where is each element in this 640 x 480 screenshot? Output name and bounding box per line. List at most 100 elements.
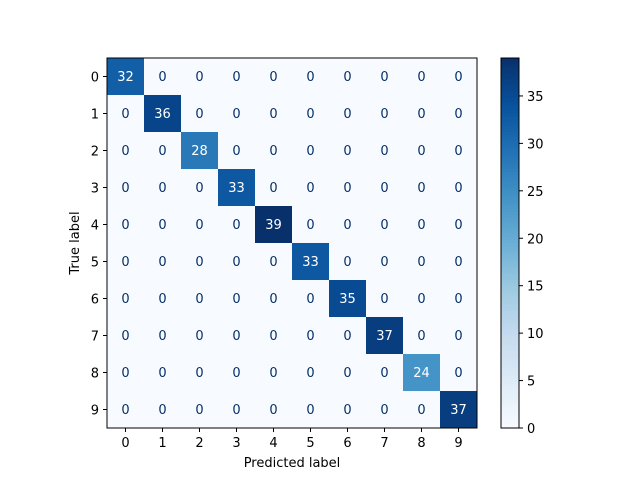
- colorbar-segment: [501, 406, 519, 411]
- colorbar-segment: [501, 135, 519, 139]
- colorbar-segment: [501, 317, 519, 321]
- colorbar-segment: [501, 369, 519, 374]
- heatmap-cell: [107, 280, 145, 318]
- cell-value-label: 0: [269, 181, 277, 196]
- heatmap-cell: [440, 317, 478, 355]
- heatmap-cell: [292, 58, 330, 96]
- heatmap-cell: [403, 354, 441, 392]
- x-axis-ticks: 0 1 2 3 4 5 6 7 8 9: [121, 428, 463, 451]
- colorbar-segment: [501, 165, 519, 170]
- cell-value-label: 0: [121, 181, 129, 196]
- cell-value-label: 0: [343, 70, 351, 85]
- cell-value-label: 0: [121, 366, 129, 381]
- heatmap-cell: [218, 169, 256, 207]
- colorbar-segment: [501, 258, 519, 263]
- cell-value-label: 0: [121, 292, 129, 307]
- colorbar-segment: [501, 218, 519, 223]
- colorbar-segment: [501, 409, 519, 414]
- heatmap-cell: [329, 243, 367, 281]
- heatmap-cell: [181, 169, 219, 207]
- colorbar-segment: [501, 310, 519, 315]
- cell-value-label: 0: [121, 218, 129, 233]
- colorbar-segment: [501, 175, 519, 179]
- cell-value-label: 0: [380, 255, 388, 270]
- heatmap-cell: [329, 95, 367, 133]
- heatmap-cell: [144, 280, 182, 318]
- colorbar-segment: [501, 95, 519, 99]
- heatmap-cell: [292, 206, 330, 244]
- colorbar-segment: [501, 215, 519, 219]
- cell-value-label: 0: [269, 144, 277, 159]
- colorbar-segment: [501, 357, 519, 361]
- colorbar-segment: [501, 270, 519, 275]
- colorbar-segment: [501, 132, 519, 136]
- colorbar-segment: [501, 209, 519, 213]
- colorbar-segment: [501, 110, 519, 115]
- cell-value-label: 0: [417, 70, 425, 85]
- cell-value-label: 0: [232, 70, 240, 85]
- colorbar-segment: [501, 335, 519, 340]
- heatmap-cell: [329, 391, 367, 429]
- cell-value-label: 0: [158, 292, 166, 307]
- heatmap-cell: [107, 243, 145, 281]
- y-tick-label: 3: [91, 182, 99, 197]
- colorbar-tick-label: 30: [527, 137, 544, 152]
- colorbar-segment: [501, 162, 519, 167]
- colorbar-segment: [501, 252, 519, 256]
- colorbar-segment: [501, 249, 519, 253]
- heatmap-cell: [366, 243, 404, 281]
- heatmap-cell: [181, 243, 219, 281]
- colorbar-segment: [501, 394, 519, 398]
- heatmap-cell: [107, 206, 145, 244]
- y-tick-label: 6: [91, 293, 99, 308]
- colorbar-segment: [501, 138, 519, 142]
- colorbar-segment: [501, 212, 519, 216]
- heatmap-cell: [107, 95, 145, 133]
- colorbar-segment: [501, 313, 519, 318]
- colorbar-tick-label: 0: [527, 422, 535, 437]
- colorbar-segment: [501, 116, 519, 121]
- colorbar-tick-label: 15: [527, 280, 544, 295]
- cell-value-label: 0: [417, 403, 425, 418]
- cell-value-label: 0: [343, 366, 351, 381]
- colorbar-tick-label: 25: [527, 185, 544, 200]
- colorbar-segment: [501, 67, 519, 71]
- colorbar-segment: [501, 412, 519, 417]
- cell-value-label: 37: [376, 329, 393, 344]
- colorbar-segment: [501, 403, 519, 408]
- cell-value-label: 0: [417, 329, 425, 344]
- heatmap-cell: [255, 95, 293, 133]
- heatmap-cell: [181, 391, 219, 429]
- cell-value-label: 0: [343, 144, 351, 159]
- cell-value-label: 0: [306, 292, 314, 307]
- colorbar-segment: [501, 391, 519, 395]
- cell-value-label: 0: [195, 329, 203, 344]
- cell-value-label: 33: [302, 255, 319, 270]
- cell-value-label: 0: [306, 366, 314, 381]
- cell-value-label: 24: [413, 366, 430, 381]
- cell-value-label: 0: [232, 107, 240, 122]
- cell-value-label: 0: [380, 181, 388, 196]
- colorbar-segment: [501, 363, 519, 367]
- cell-value-label: 35: [339, 292, 356, 307]
- heatmap-cell: [403, 280, 441, 318]
- x-tick-label: 6: [343, 436, 351, 451]
- cell-value-label: 0: [121, 403, 129, 418]
- heatmap-cell: [440, 391, 478, 429]
- cell-value-label: 0: [380, 218, 388, 233]
- cell-value-label: 0: [195, 403, 203, 418]
- colorbar-segment: [501, 61, 519, 65]
- heatmap-cell: [366, 354, 404, 392]
- heatmap-cell: [440, 58, 478, 96]
- cell-value-label: 0: [232, 255, 240, 270]
- plot-frame: [106, 57, 478, 429]
- colorbar-segment: [501, 104, 519, 108]
- heatmap-cell-labels: 32 0 0 0 0 0 0 0 0 0 0 36 0 0 0 0 0 0 0 0 0 0 28 0 0 0 0 0 0 0 0 0 0 33 0 0…: [117, 70, 467, 418]
- colorbar-segment: [501, 159, 519, 164]
- cell-value-label: 0: [417, 292, 425, 307]
- x-tick-label: 4: [269, 436, 277, 451]
- x-tick-label: 5: [306, 436, 314, 451]
- colorbar-segment: [501, 98, 519, 102]
- colorbar-segment: [501, 338, 519, 343]
- colorbar-segment: [501, 178, 519, 182]
